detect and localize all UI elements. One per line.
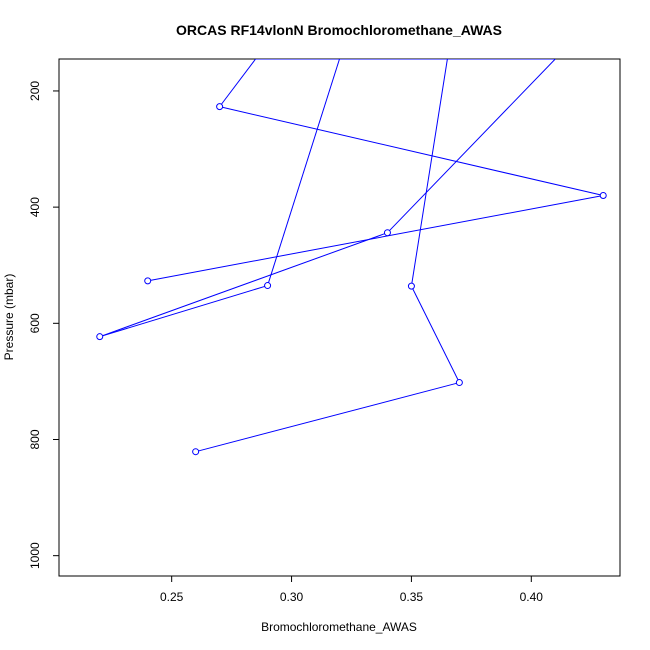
- x-axis: 0.25 0.30 0.35 0.40: [160, 576, 543, 604]
- series-segment: [219, 106, 604, 196]
- series-segment: [99, 285, 268, 338]
- series-segment: [387, 59, 556, 234]
- y-tick-label: 200: [28, 81, 42, 101]
- chart-title: ORCAS RF14vlonN Bromochloromethane_AWAS: [176, 22, 502, 38]
- x-tick-label: 0.25: [160, 590, 184, 604]
- y-axis: 200 400 600 800 1000: [28, 81, 59, 569]
- y-tick-label: 600: [28, 313, 42, 333]
- x-tick-label: 0.30: [280, 590, 304, 604]
- series-segment: [195, 382, 460, 453]
- plot-frame: [58, 58, 621, 577]
- data-point: [383, 229, 391, 237]
- series-segment: [410, 59, 448, 287]
- data-point: [144, 277, 152, 285]
- data-point: [96, 333, 104, 341]
- y-tick-label: 400: [28, 197, 42, 217]
- x-axis-label: Bromochloromethane_AWAS: [261, 620, 417, 634]
- series-segment: [147, 195, 604, 282]
- y-tick-label: 800: [28, 429, 42, 449]
- data-point: [599, 192, 607, 200]
- marker-layer: [96, 103, 607, 456]
- series-segment: [410, 285, 460, 383]
- x-tick-label: 0.40: [520, 590, 544, 604]
- data-point: [407, 282, 415, 290]
- x-tick-label: 0.35: [400, 590, 424, 604]
- series-segment: [219, 59, 256, 107]
- data-point: [192, 448, 200, 456]
- series-segment: [99, 232, 388, 338]
- y-axis-label: Pressure (mbar): [2, 274, 16, 361]
- series-segment: [267, 59, 340, 286]
- y-tick-label: 1000: [28, 542, 42, 569]
- data-point: [455, 379, 463, 387]
- series-layer: [99, 59, 604, 453]
- data-point: [216, 103, 224, 111]
- data-point: [264, 282, 272, 290]
